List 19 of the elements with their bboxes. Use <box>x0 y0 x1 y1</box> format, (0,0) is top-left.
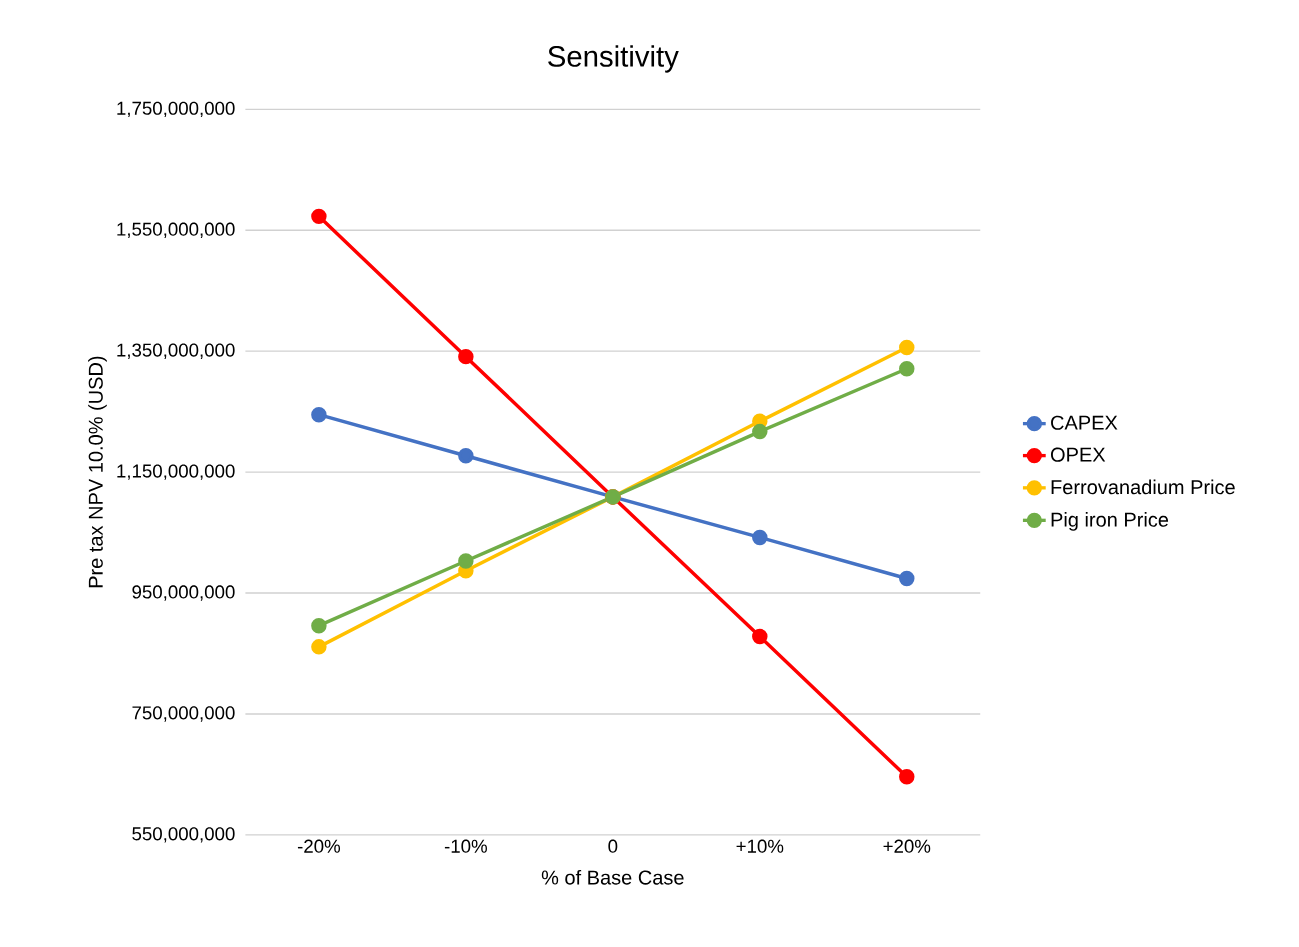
y-tick-label: 1,150,000,000 <box>117 464 235 480</box>
x-axis-title: % of Base Case <box>541 870 684 885</box>
y-tick-label: 550,000,000 <box>132 827 235 843</box>
y-tick-label: 1,750,000,000 <box>117 101 235 118</box>
x-tick-label: -10% <box>444 839 487 853</box>
y-axis-title: Pre tax NPV 10.0% (USD) <box>88 356 107 588</box>
x-tick-label: +20% <box>883 839 931 853</box>
y-tick-label: 750,000,000 <box>132 706 235 722</box>
y-tick-label: 950,000,000 <box>132 585 235 601</box>
x-tick-label: +10% <box>736 839 784 853</box>
legend-label: Pig iron Price <box>1051 512 1169 531</box>
x-tick-label: -20% <box>297 839 341 853</box>
legend-label: CAPEX <box>1051 415 1118 430</box>
y-tick-label: 1,550,000,000 <box>117 222 235 239</box>
chart-title: Sensitivity <box>548 45 679 73</box>
x-tick-label: 0 <box>608 839 618 853</box>
y-tick-label: 1,350,000,000 <box>117 343 235 359</box>
legend-label: OPEX <box>1050 447 1106 462</box>
legend-label: Ferrovanadium Price <box>1051 479 1235 495</box>
